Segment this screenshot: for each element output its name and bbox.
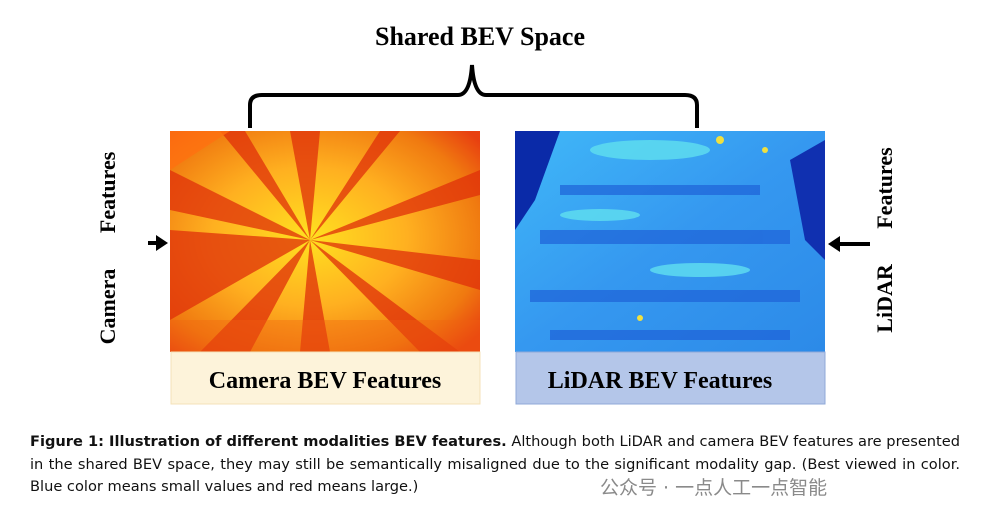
camera-heatmap: [170, 131, 480, 352]
title: Shared BEV Space: [375, 22, 585, 51]
caption-lead: Figure 1: Illustration of different moda…: [30, 433, 507, 450]
figure: Shared BEV Space Camera BEV Features: [95, 22, 897, 405]
lidar-label-box: [515, 351, 826, 405]
arrow-right-head: [828, 236, 840, 252]
lidar-panel-label: LiDAR BEV Features: [548, 368, 772, 394]
caption: Figure 1: Illustration of different moda…: [30, 431, 960, 499]
caption-text: Although both LiDAR and camera BEV featu…: [30, 433, 961, 495]
camera-label-box: [170, 351, 481, 405]
camera-panel-label: Camera BEV Features: [209, 368, 441, 394]
arrow-left-head: [156, 235, 168, 251]
lidar-heatmap: [515, 131, 825, 352]
lidar-side-label: LiDAR Features: [872, 147, 897, 333]
watermark: 公众号 · 一点人工一点智能: [600, 477, 828, 499]
brace: [248, 64, 699, 128]
camera-side-label: Camera Features: [95, 151, 120, 344]
